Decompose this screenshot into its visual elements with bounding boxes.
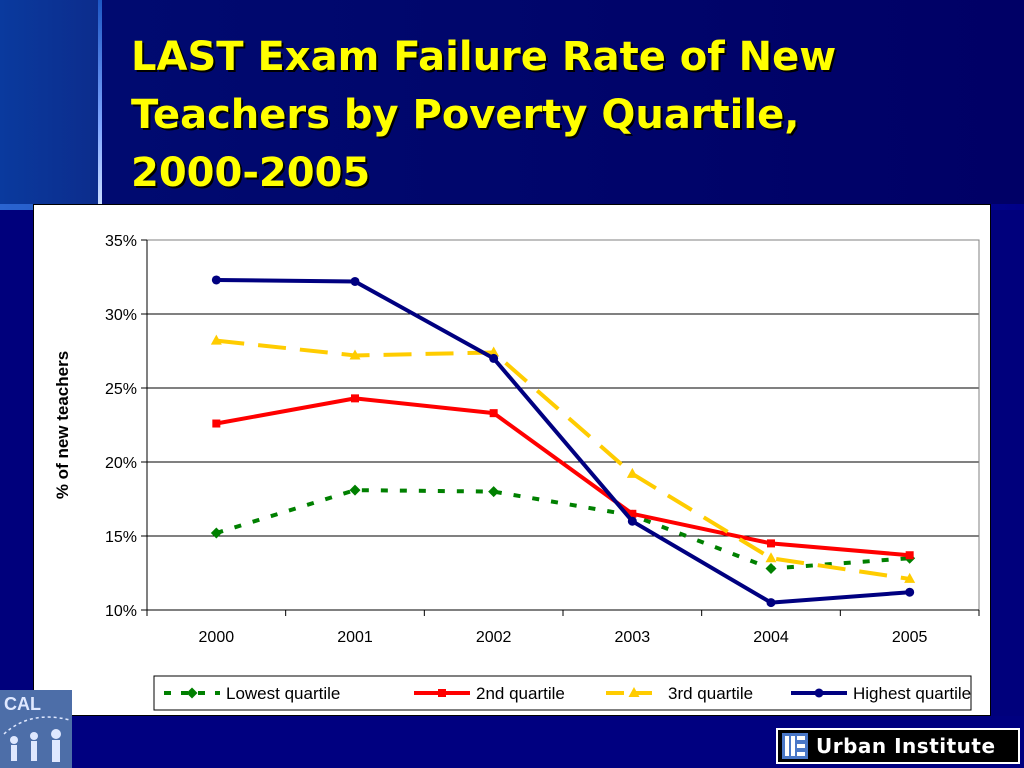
urban-institute-logo-inner: Urban Institute	[778, 730, 1018, 762]
series-0	[210, 484, 916, 575]
background-vertical-line	[98, 0, 102, 210]
slide-title-line-2: Teachers by Poverty Quartile,	[131, 92, 800, 138]
legend-item-2: 3rd quartile	[606, 684, 753, 703]
data-point	[349, 484, 361, 496]
legend-swatch-marker	[628, 687, 640, 697]
x-tick-label: 2004	[753, 629, 789, 646]
y-tick-label: 15%	[105, 529, 137, 546]
line-chart: 10% 15% 20% 25% 30% 35% 2000 2001 2002 2003 2004 20…	[53, 233, 980, 711]
legend: Lowest quartile 2nd quartile 3rd quartile H…	[164, 684, 971, 703]
series-2	[210, 334, 916, 583]
data-point	[210, 334, 222, 345]
background-top	[0, 0, 1024, 205]
data-point	[488, 346, 500, 357]
legend-swatch-marker	[814, 688, 824, 698]
background-left-band	[0, 0, 100, 205]
legend-label: Highest quartile	[853, 684, 971, 703]
data-point	[765, 552, 777, 563]
series-1	[212, 394, 914, 560]
figures-icon	[3, 716, 71, 762]
slide-title: LAST Exam Failure Rate of New Teachers b…	[131, 28, 1011, 202]
y-tick-label: 20%	[105, 455, 137, 472]
gridlines	[147, 239, 979, 537]
y-tick-label: 10%	[105, 603, 137, 620]
data-point	[765, 563, 777, 575]
series-line	[215, 488, 910, 571]
y-axis-label: % of new teachers	[53, 351, 72, 499]
series-3	[211, 275, 915, 608]
data-point	[210, 527, 222, 539]
data-point	[626, 467, 638, 478]
y-tick-label: 25%	[105, 381, 137, 398]
data-point	[489, 353, 499, 363]
series-line	[216, 277, 910, 605]
x-tick-label: 2003	[615, 629, 651, 646]
cal-logo: CAL	[0, 690, 72, 768]
slide-title-line-1: LAST Exam Failure Rate of New	[131, 34, 837, 80]
legend-item-1: 2nd quartile	[414, 684, 565, 703]
data-point	[628, 509, 637, 518]
legend-swatch-marker	[186, 687, 198, 699]
legend-label: 2nd quartile	[476, 684, 565, 703]
data-point	[349, 349, 361, 360]
chart-panel: 10% 15% 20% 25% 30% 35% 2000 2001 2002 2003 2004 20…	[33, 204, 991, 716]
legend-item-0: Lowest quartile	[164, 684, 340, 703]
slide-title-line-3: 2000-2005	[131, 150, 371, 196]
series-line	[215, 396, 910, 558]
data-point	[489, 409, 498, 418]
data-point	[905, 551, 914, 560]
urban-institute-mark-icon	[782, 733, 808, 759]
x-tick-label: 2002	[476, 629, 512, 646]
legend-label: Lowest quartile	[226, 684, 340, 703]
data-point	[905, 587, 915, 597]
axes: 10% 15% 20% 25% 30% 35% 2000 2001 2002 2003 2004 20…	[105, 233, 980, 646]
data-point	[488, 486, 500, 498]
data-point	[350, 276, 360, 286]
data-point	[627, 516, 637, 526]
x-tick-label: 2005	[892, 629, 928, 646]
data-point	[351, 394, 359, 403]
series-lines	[210, 275, 916, 608]
data-point	[767, 539, 775, 548]
data-point	[904, 572, 916, 583]
data-point	[212, 419, 221, 428]
legend-item-3: Highest quartile	[791, 684, 971, 703]
y-tick-label: 30%	[105, 307, 137, 324]
urban-institute-logo-text: Urban Institute	[816, 734, 996, 758]
legend-label: 3rd quartile	[668, 684, 753, 703]
y-tick-label: 35%	[105, 233, 137, 250]
data-point	[211, 275, 221, 285]
cal-logo-text: CAL	[4, 694, 41, 714]
urban-institute-logo: Urban Institute	[776, 728, 1020, 764]
data-point	[766, 598, 776, 608]
x-tick-label: 2001	[337, 629, 373, 646]
series-line	[216, 338, 910, 581]
legend-swatch-marker	[438, 689, 446, 697]
x-tick-label: 2000	[199, 629, 235, 646]
plot-area-frame	[146, 239, 980, 611]
